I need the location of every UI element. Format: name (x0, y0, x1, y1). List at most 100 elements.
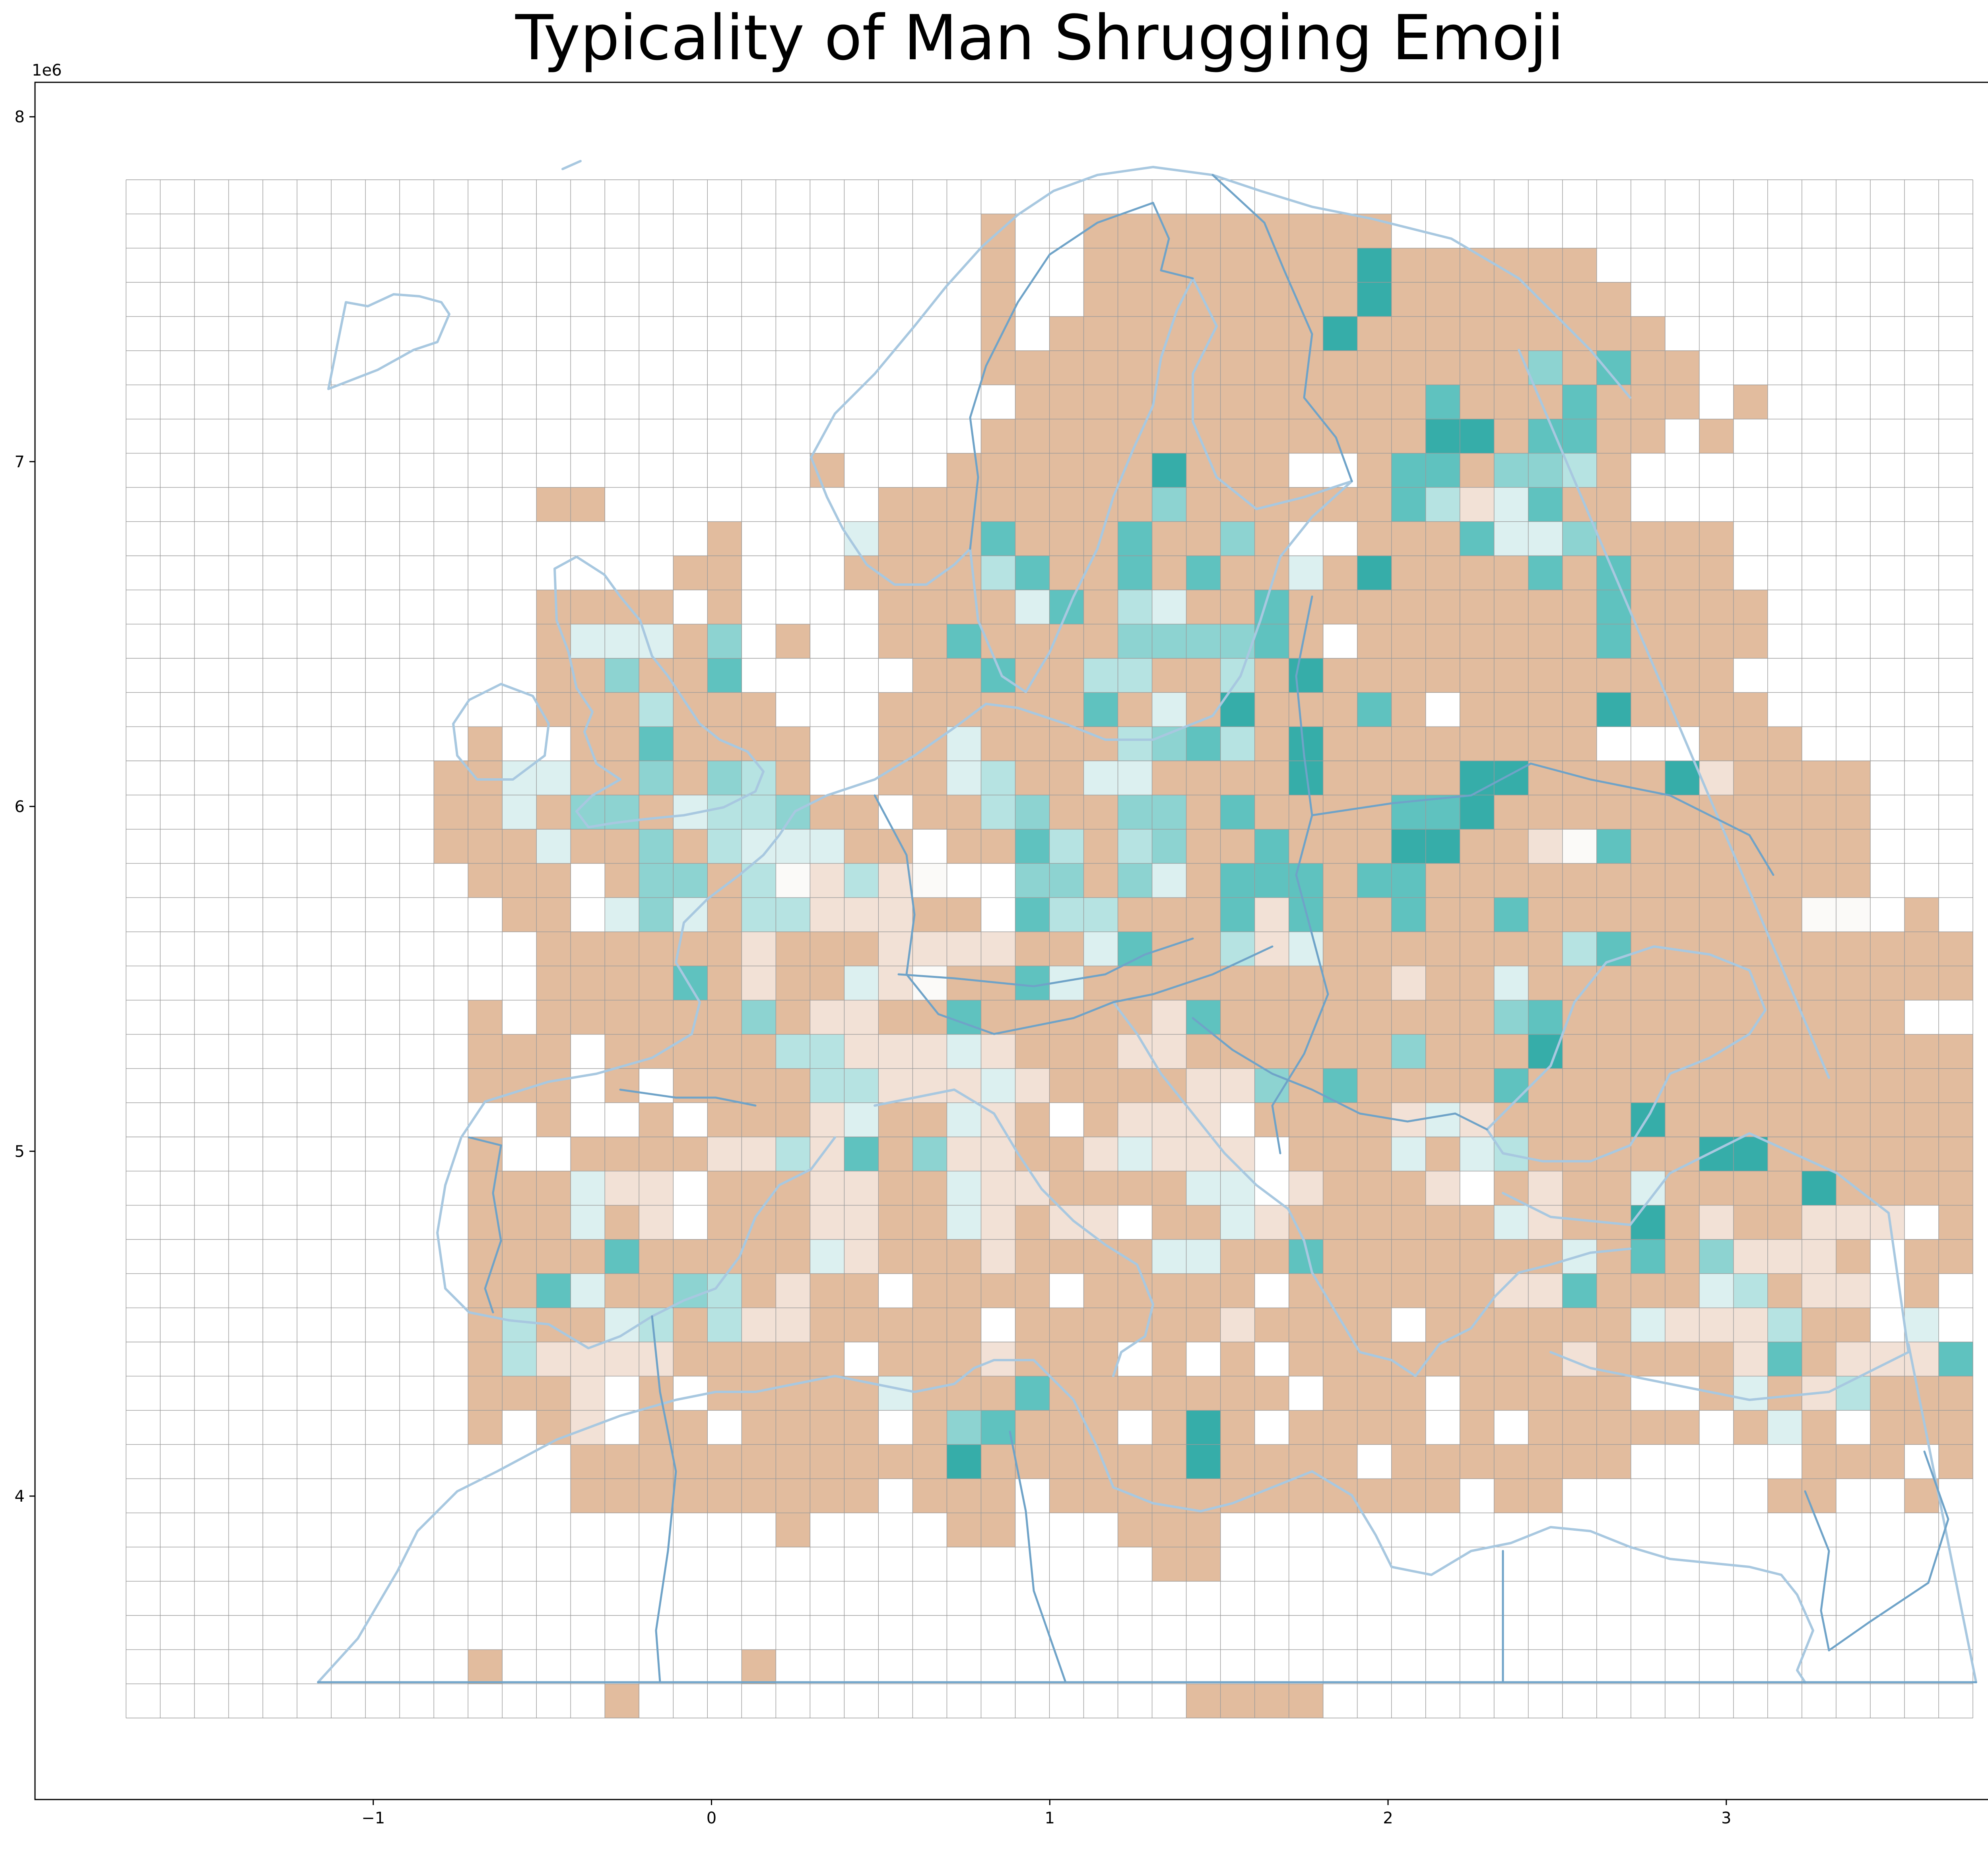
grid-cell (1049, 316, 1084, 351)
grid-cell (1289, 590, 1324, 625)
grid-cell (1289, 1684, 1324, 1718)
grid-cell (605, 1479, 639, 1513)
grid-cell (605, 1000, 639, 1035)
grid-cell (1665, 1171, 1700, 1206)
grid-cell (981, 761, 1016, 795)
grid-cell (1220, 829, 1255, 864)
grid-cell (912, 624, 947, 659)
grid-cell (639, 829, 674, 864)
grid-cell (1494, 658, 1529, 693)
grid-cell (742, 1068, 776, 1103)
grid-cell (742, 1376, 776, 1411)
grid-cell (1699, 1000, 1734, 1035)
grid-cell (1494, 1068, 1529, 1103)
grid-cell (1596, 1239, 1631, 1274)
grid-cell (1425, 556, 1460, 591)
grid-cell (776, 1479, 810, 1513)
grid-cell (1870, 966, 1905, 1001)
grid-cell (1254, 727, 1289, 761)
grid-cell (1802, 863, 1837, 898)
grid-cell (1118, 1171, 1153, 1206)
grid-cell (776, 898, 810, 932)
grid-cell (1631, 1000, 1666, 1035)
grid-cell (1733, 1205, 1768, 1240)
grid-cell (1562, 727, 1597, 761)
grid-cell (1425, 1171, 1460, 1206)
grid-cell (1904, 1273, 1939, 1308)
grid-cell (1152, 1239, 1187, 1274)
grid-cell (1357, 248, 1392, 283)
grid-cell (947, 1513, 982, 1547)
grid-cell (981, 795, 1016, 830)
grid-cell (1015, 590, 1050, 625)
grid-cell (981, 829, 1016, 864)
grid-cell (1562, 350, 1597, 385)
grid-cell (1733, 1068, 1768, 1103)
grid-cell (707, 863, 742, 898)
grid-cell (707, 1308, 742, 1343)
grid-cell (981, 1137, 1016, 1172)
grid-cell (1425, 1239, 1460, 1274)
grid-cell (1220, 1068, 1255, 1103)
grid-cell (468, 1239, 503, 1274)
grid-cell (1049, 1171, 1084, 1206)
grid-cell (1904, 1171, 1939, 1206)
grid-cell (1699, 1171, 1734, 1206)
grid-cell (912, 1171, 947, 1206)
grid-cell (1596, 829, 1631, 864)
grid-cell (1015, 1205, 1050, 1240)
grid-cell (673, 1444, 708, 1479)
grid-cell (1460, 795, 1495, 830)
grid-cell (1596, 863, 1631, 898)
grid-cell (1357, 1034, 1392, 1069)
grid-cell (1015, 385, 1050, 420)
grid-cell (1494, 692, 1529, 727)
grid-cell (1665, 521, 1700, 556)
grid-cell (1083, 1444, 1118, 1479)
grid-cell (1357, 350, 1392, 385)
grid-cell (1289, 214, 1324, 249)
grid-cell (1083, 863, 1118, 898)
grid-cell (1631, 1034, 1666, 1069)
grid-cell (1938, 1137, 1973, 1172)
grid-cell (742, 898, 776, 932)
grid-cell (947, 1376, 982, 1411)
grid-cell (1152, 863, 1187, 898)
grid-cell (1631, 966, 1666, 1001)
grid-cell (1870, 1171, 1905, 1206)
grid-cell (1220, 282, 1255, 317)
grid-cell (1186, 1308, 1221, 1343)
grid-cell (571, 1239, 605, 1274)
grid-cell (1631, 350, 1666, 385)
grid-cell (1494, 727, 1529, 761)
grid-cell (947, 1342, 982, 1377)
grid-cell (605, 1684, 639, 1718)
grid-cell (434, 795, 468, 830)
grid-cell (1152, 1410, 1187, 1445)
grid-cell (707, 898, 742, 932)
grid-cell (605, 1068, 639, 1103)
grid-cell (1904, 1068, 1939, 1103)
border-sweden-finland (1152, 202, 1194, 280)
grid-cell (1460, 1034, 1495, 1069)
grid-cell (468, 795, 503, 830)
grid-cell (1083, 1205, 1118, 1240)
grid-cell (1460, 727, 1495, 761)
grid-cell (639, 1171, 674, 1206)
coast-scandinavia (810, 166, 1631, 459)
grid-cell (1357, 761, 1392, 795)
grid-cell (1049, 350, 1084, 385)
grid-cell (1596, 1034, 1631, 1069)
grid-cell (981, 1479, 1016, 1513)
grid-cell (947, 966, 982, 1001)
grid-cell (536, 795, 571, 830)
grid-cell (1015, 1068, 1050, 1103)
grid-cell (1289, 1308, 1324, 1343)
grid-cell (1631, 692, 1666, 727)
grid-cell (1254, 1034, 1289, 1069)
grid-cell (1220, 1205, 1255, 1240)
grid-cell (1425, 1342, 1460, 1377)
grid-cell (878, 1171, 913, 1206)
grid-cell (1118, 487, 1153, 522)
grid-cell (1220, 521, 1255, 556)
